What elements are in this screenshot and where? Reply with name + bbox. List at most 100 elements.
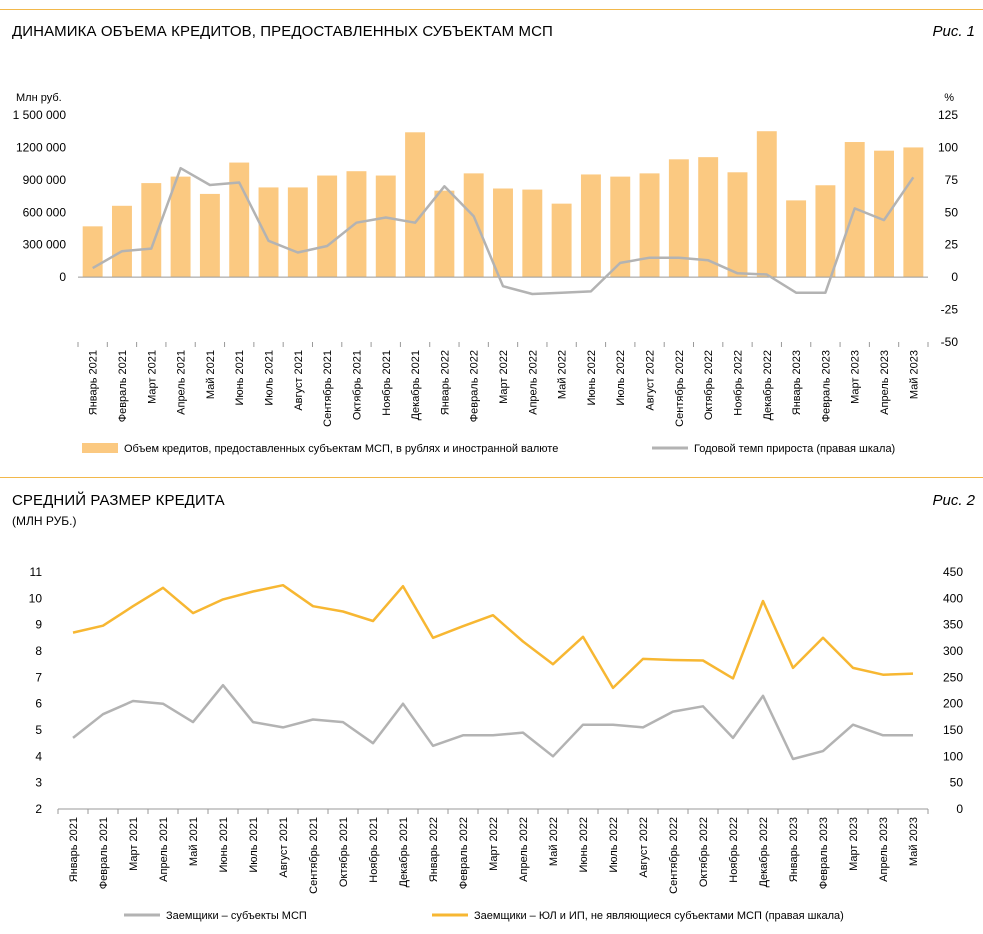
chart1-xtick-label: Январь 2023: [791, 350, 803, 415]
chart1-bar: [639, 173, 660, 278]
chart2-xtick-label: Май 2022: [548, 817, 560, 866]
chart2-xtick-label: Апрель 2023: [878, 817, 890, 882]
chart1-xtick-label: Октябрь 2022: [703, 350, 715, 420]
chart1-xtick-label: Сентябрь 2022: [674, 350, 686, 427]
chart2-xtick-label: Апрель 2021: [158, 817, 170, 882]
chart2-ytick-left: 4: [35, 749, 42, 763]
chart1-xtick-label: Июль 2021: [264, 350, 276, 406]
chart2-xtick-label: Декабрь 2021: [398, 817, 410, 887]
chart2-ytick-right: 150: [943, 723, 963, 737]
chart2-xtick-label: Февраль 2021: [98, 817, 110, 889]
chart2-xtick-label: Апрель 2022: [518, 817, 530, 882]
chart2-legend-sme-label: Заемщики – субъекты МСП: [166, 910, 307, 922]
chart1-title: ДИНАМИКА ОБЪЕМА КРЕДИТОВ, ПРЕДОСТАВЛЕННЫ…: [12, 23, 553, 40]
chart2-xtick-label: Февраль 2023: [818, 817, 830, 889]
chart1-xtick-label: Февраль 2021: [117, 350, 129, 422]
chart1-legend-bar-swatch: [82, 443, 118, 453]
chart2-ytick-right: 300: [943, 644, 963, 658]
top-rule-2: [0, 477, 983, 478]
chart2-xtick-label: Сентябрь 2022: [668, 817, 680, 894]
chart2-ytick-left: 6: [35, 697, 42, 711]
chart1-ytick-right: -25: [941, 303, 959, 317]
chart1-xtick-label: Август 2022: [645, 350, 657, 411]
chart2-xtick-label: Январь 2022: [428, 817, 440, 882]
chart1-xtick-label: Ноябрь 2022: [732, 350, 744, 416]
chart1-ytick-right: 0: [951, 270, 958, 284]
top-rule-1: [0, 9, 983, 10]
chart1-bar: [668, 159, 689, 278]
chart1-ytick-left: 1 500 000: [13, 108, 67, 122]
chart2-ytick-right: 200: [943, 697, 963, 711]
chart1-bar: [815, 185, 836, 278]
chart1-figure-label: Рис. 1: [932, 23, 975, 40]
chart2-xtick-label: Сентябрь 2021: [308, 817, 320, 894]
chart1-bar: [493, 188, 513, 278]
chart2-xtick-label: Март 2021: [128, 817, 140, 871]
chart2-xtick-label: Март 2022: [488, 817, 500, 871]
chart2-ytick-right: 50: [950, 776, 964, 790]
chart2-xtick-label: Октябрь 2021: [338, 817, 350, 887]
chart1-xtick-label: Июнь 2022: [586, 350, 598, 406]
chart2-ytick-left: 5: [35, 723, 42, 737]
chart2-ytick-right: 250: [943, 670, 963, 684]
chart1-bar: [786, 200, 807, 278]
chart1-xtick-label: Май 2023: [908, 350, 920, 399]
chart2-ytick-left: 7: [35, 670, 42, 684]
chart1-xtick-label: Июнь 2021: [234, 350, 246, 406]
chart2-figure-label: Рис. 2: [932, 492, 975, 509]
chart1-legend-bar-label: Объем кредитов, предоставленных субъекта…: [124, 443, 558, 455]
chart1-xtick-label: Декабрь 2022: [762, 350, 774, 420]
chart2-ytick-left: 3: [35, 776, 42, 790]
chart1-bar: [610, 176, 631, 278]
chart1-xtick-label: Декабрь 2021: [410, 350, 422, 420]
chart1-bar: [141, 183, 162, 278]
chart1-bar: [112, 205, 132, 278]
chart2-ytick-right: 100: [943, 749, 963, 763]
chart1-growth-line: [92, 166, 915, 296]
chart1-ytick-left: 900 000: [23, 173, 67, 187]
chart2-sme-line: [72, 683, 913, 761]
chart1-ytick-left: 600 000: [23, 205, 67, 219]
chart2-xtick-label: Декабрь 2022: [758, 817, 770, 887]
chart2-ytick-left: 8: [35, 644, 42, 658]
chart1-xtick-label: Март 2022: [498, 350, 510, 404]
chart1-ytick-left: 1200 000: [16, 140, 66, 154]
chart2-xtick-label: Июль 2021: [248, 817, 260, 873]
chart1-bar: [580, 174, 601, 278]
chart1-xtick-label: Май 2022: [557, 350, 569, 399]
chart2-ytick-right: 450: [943, 565, 963, 579]
chart1-ytick-left: 300 000: [23, 238, 67, 252]
chart1-bar: [756, 131, 777, 278]
chart1-bar: [258, 187, 279, 278]
chart1-bar: [463, 173, 484, 278]
chart2-xtick-label: Август 2021: [278, 817, 290, 878]
chart2-ytick-right: 0: [956, 802, 963, 816]
chart2-xtick-label: Февраль 2022: [458, 817, 470, 889]
chart1-bar: [375, 175, 396, 278]
chart2-xtick-label: Июль 2022: [608, 817, 620, 873]
chart2-ytick-left: 2: [35, 802, 42, 816]
chart1-bar: [170, 176, 191, 278]
chart1-bar: [405, 132, 426, 278]
chart2-ytick-left: 11: [30, 565, 43, 579]
chart1-bar: [727, 172, 748, 278]
chart1-xtick-label: Май 2021: [205, 350, 217, 399]
chart1-bar: [874, 150, 894, 278]
chart1-legend-line-label: Годовой темп прироста (правая шкала): [694, 443, 895, 455]
chart2-xtick-label: Март 2023: [848, 817, 860, 871]
chart1-xtick-label: Апрель 2022: [527, 350, 539, 415]
chart1-xtick-label: Июль 2022: [615, 350, 627, 406]
chart1-ytick-right: 50: [945, 205, 959, 219]
chart1-xtick-label: Март 2023: [850, 350, 862, 404]
chart2-xtick-label: Май 2023: [908, 817, 920, 866]
chart1-ytick-right: 100: [938, 140, 958, 154]
chart2-legend-non-sme-label: Заемщики – ЮЛ и ИП, не являющиеся субъек…: [474, 910, 844, 922]
chart1-bar: [287, 187, 308, 278]
chart2-ytick-right: 400: [943, 591, 963, 605]
chart2-xtick-label: Июнь 2022: [578, 817, 590, 873]
chart1-bar: [434, 190, 455, 278]
chart1-ylabel-right: %: [944, 92, 954, 104]
chart1-bar: [551, 203, 572, 278]
chart1-xtick-label: Январь 2021: [88, 350, 100, 415]
chart1-xtick-label: Апрель 2023: [879, 350, 891, 415]
